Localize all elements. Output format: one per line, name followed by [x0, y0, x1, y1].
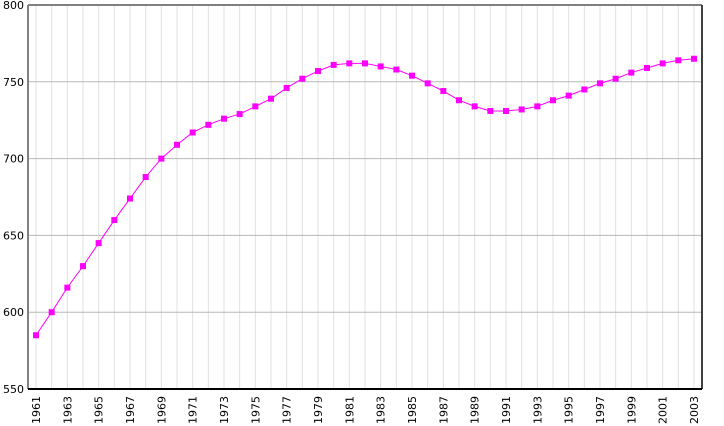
data-point-1992 [518, 106, 525, 113]
x-tick-label: 1985 [406, 396, 419, 424]
x-tick-label: 1963 [61, 396, 74, 424]
data-point-1972 [205, 121, 212, 128]
data-point-1966 [111, 217, 118, 224]
data-point-2000 [644, 64, 650, 71]
data-point-1961 [33, 332, 39, 339]
x-tick-label: 1995 [563, 396, 576, 424]
data-point-1996 [581, 86, 588, 93]
x-tick-label: 1991 [500, 396, 513, 424]
x-tick-label: 1983 [375, 396, 388, 424]
x-tick-label: 1987 [437, 396, 450, 424]
data-point-1998 [612, 75, 619, 82]
data-point-1987 [440, 88, 447, 95]
data-point-1995 [565, 92, 572, 99]
data-point-1969 [158, 155, 165, 162]
data-point-1963 [64, 284, 71, 291]
data-point-1965 [95, 240, 102, 247]
data-point-1978 [299, 75, 306, 82]
data-point-1993 [534, 103, 541, 110]
data-point-1980 [330, 61, 337, 68]
x-tick-label: 1993 [531, 396, 544, 424]
data-point-1970 [174, 141, 180, 148]
x-tick-label: 1971 [187, 396, 200, 424]
x-tick-label: 1997 [594, 396, 607, 424]
x-tick-label: 1969 [155, 396, 168, 424]
data-point-1989 [471, 103, 478, 110]
x-tick-label: 1977 [281, 396, 294, 424]
data-point-2002 [675, 57, 682, 64]
x-tick-label: 1979 [312, 396, 325, 424]
data-point-1994 [550, 97, 556, 104]
y-tick-label: 550 [3, 383, 24, 396]
data-point-1985 [409, 72, 415, 79]
data-point-1974 [236, 111, 243, 118]
y-tick-label: 650 [3, 229, 24, 242]
x-tick-label: 2003 [688, 396, 701, 424]
data-point-1986 [424, 80, 431, 87]
x-tick-label: 1975 [249, 396, 262, 424]
x-tick-label: 1973 [218, 396, 231, 424]
data-point-1990 [487, 107, 494, 114]
data-point-1977 [283, 84, 290, 91]
x-tick-label: 1981 [343, 396, 356, 424]
data-point-1968 [142, 174, 149, 181]
x-tick-label: 1965 [93, 396, 106, 424]
data-point-1981 [346, 60, 353, 67]
data-point-2001 [659, 60, 666, 67]
data-point-1983 [377, 63, 384, 70]
data-point-1964 [80, 263, 86, 270]
data-point-1973 [221, 115, 227, 122]
data-point-1982 [362, 60, 368, 67]
y-tick-label: 600 [3, 306, 24, 319]
data-point-1984 [393, 66, 400, 73]
data-point-1971 [189, 129, 196, 136]
data-point-2003 [691, 55, 697, 62]
data-point-1962 [48, 309, 55, 316]
data-point-1975 [252, 103, 259, 110]
data-point-1997 [597, 80, 603, 87]
data-point-1976 [268, 95, 274, 102]
x-tick-label: 1989 [469, 396, 482, 424]
x-tick-label: 1961 [30, 396, 43, 424]
data-point-1967 [127, 195, 133, 202]
x-tick-label: 1967 [124, 396, 137, 424]
x-tick-label: 2001 [657, 396, 670, 424]
data-point-1979 [315, 68, 321, 75]
x-tick-label: 1999 [625, 396, 638, 424]
data-point-1991 [503, 107, 509, 114]
y-tick-label: 800 [3, 0, 24, 12]
y-tick-label: 700 [3, 153, 24, 166]
y-tick-label: 750 [3, 76, 24, 89]
data-point-1999 [628, 69, 635, 76]
data-point-1988 [456, 97, 462, 104]
